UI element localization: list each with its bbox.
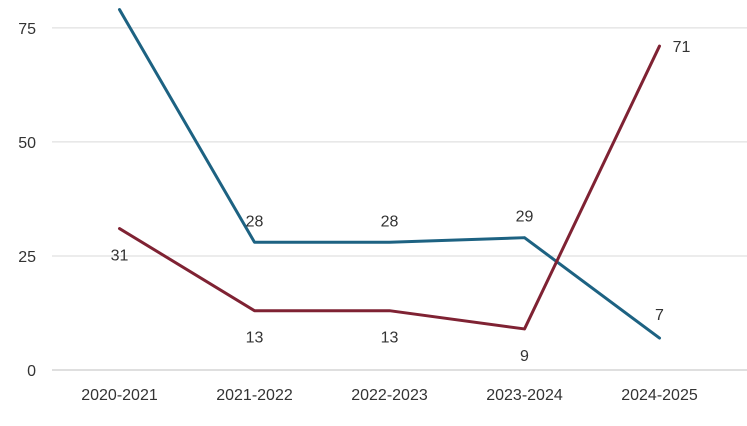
- x-tick-label: 2023-2024: [486, 387, 563, 404]
- y-tick-label: 25: [18, 249, 36, 266]
- y-axis-ticks: 0 25 50 75: [18, 21, 36, 380]
- data-label: 71: [673, 39, 691, 56]
- series-lines: [118, 8, 661, 340]
- data-label: 13: [246, 330, 264, 347]
- gridlines: [52, 27, 747, 371]
- data-label: 29: [516, 209, 534, 226]
- series-line-2: [118, 44, 661, 331]
- y-tick-label: 75: [18, 21, 36, 38]
- data-label: 13: [381, 330, 399, 347]
- data-label: 31: [111, 248, 129, 265]
- series-line-1: [118, 8, 661, 340]
- y-tick-label: 0: [27, 363, 36, 380]
- x-tick-label: 2022-2023: [351, 387, 428, 404]
- data-label: 28: [381, 213, 399, 230]
- data-label: 9: [520, 348, 529, 365]
- x-tick-label: 2020-2021: [81, 387, 158, 404]
- data-labels: 792828297311313971: [111, 39, 691, 365]
- data-label: 28: [246, 213, 264, 230]
- x-tick-label: 2021-2022: [216, 387, 293, 404]
- x-tick-label: 2024-2025: [621, 387, 698, 404]
- x-axis-ticks: 2020-2021 2021-2022 2022-2023 2023-2024 2024…: [81, 387, 698, 404]
- y-tick-label: 50: [18, 135, 36, 152]
- data-label: 7: [655, 307, 664, 324]
